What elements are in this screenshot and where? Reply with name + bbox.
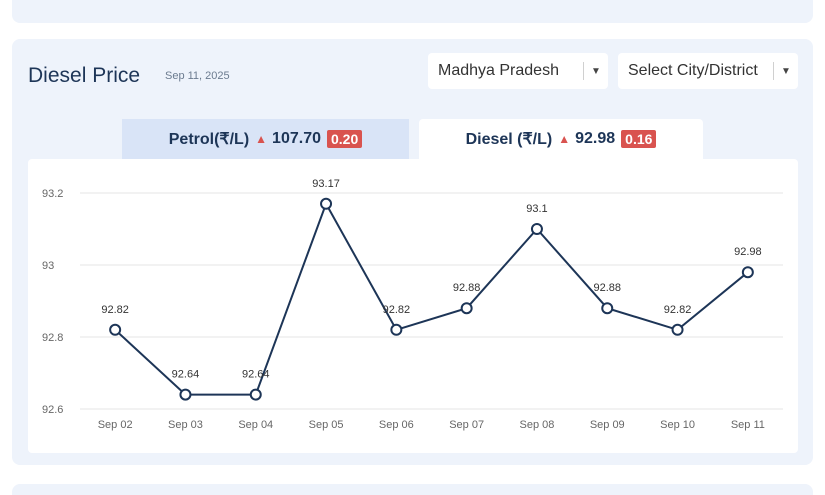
y-tick-label: 93.2 (42, 188, 63, 200)
data-point[interactable] (741, 266, 754, 279)
chevron-down-icon[interactable]: ▼ (591, 65, 601, 77)
next-card (12, 484, 813, 495)
data-point[interactable] (249, 388, 262, 401)
select-divider (773, 62, 774, 80)
y-tick-label: 93 (42, 260, 54, 272)
price-chart-container: 92.6 92.8 93 93.2 Sep 02 Sep 03 Sep 04 Sep 05 Se… (28, 159, 798, 453)
data-point[interactable] (179, 388, 192, 401)
x-tick-label: Sep 07 (449, 419, 484, 431)
tab-diesel-change-badge: 0.16 (621, 130, 657, 148)
data-point[interactable] (671, 323, 684, 336)
tab-petrol[interactable]: Petrol(₹/L) ▲ 107.70 0.20 (122, 119, 409, 159)
select-divider (583, 62, 584, 80)
y-tick-label: 92.6 (42, 404, 63, 416)
data-point[interactable] (460, 302, 473, 315)
x-tick-label: Sep 10 (660, 419, 695, 431)
page-title: Diesel Price (28, 64, 141, 87)
tab-diesel-price: 92.98 (575, 130, 616, 147)
data-point[interactable] (320, 197, 333, 210)
data-label: 92.82 (101, 304, 129, 316)
city-select-value: Select City/District (628, 62, 758, 79)
data-label: 92.64 (242, 369, 270, 381)
state-select[interactable]: Madhya Pradesh ▼ (428, 53, 608, 89)
x-tick-label: Sep 08 (520, 419, 555, 431)
data-label: 92.88 (593, 282, 621, 294)
data-label: 92.82 (383, 304, 411, 316)
data-label: 93.1 (526, 203, 547, 215)
y-tick-label: 92.8 (42, 332, 63, 344)
price-date: Sep 11, 2025 (165, 70, 230, 82)
tab-diesel[interactable]: Diesel (₹/L) ▲ 92.98 0.16 (419, 119, 703, 159)
series-line (114, 201, 749, 396)
data-point[interactable] (530, 223, 543, 235)
chevron-down-icon[interactable]: ▼ (781, 65, 791, 77)
x-tick-label: Sep 04 (238, 419, 273, 431)
data-point[interactable] (109, 323, 122, 336)
tab-diesel-label: Diesel (₹/L) (465, 131, 553, 148)
data-label: 92.98 (734, 246, 762, 258)
x-tick-label: Sep 03 (168, 419, 203, 431)
data-point[interactable] (390, 323, 403, 336)
x-tick-label: Sep 05 (309, 419, 344, 431)
tab-petrol-label: Petrol(₹/L) (168, 131, 250, 148)
state-select-value: Madhya Pradesh (438, 62, 559, 79)
x-tick-label: Sep 11 (731, 419, 765, 431)
tab-petrol-change-badge: 0.20 (326, 130, 363, 148)
city-select[interactable]: Select City/District ▼ (618, 53, 798, 89)
x-tick-label: Sep 09 (590, 419, 625, 431)
x-tick-label: Sep 06 (379, 419, 414, 431)
data-label: 92.82 (664, 304, 692, 316)
price-line-chart: 92.6 92.8 93 93.2 Sep 02 Sep 03 Sep 04 Sep 05 Se… (42, 178, 783, 431)
data-point[interactable] (601, 302, 614, 315)
data-label: 92.88 (453, 282, 481, 294)
tab-petrol-price: 107.70 (272, 130, 321, 147)
up-arrow-icon: ▲ (558, 132, 571, 146)
up-arrow-icon: ▲ (255, 132, 268, 146)
data-label: 93.17 (312, 178, 340, 190)
data-label: 92.64 (172, 369, 200, 381)
diesel-price-card: Diesel Price Sep 11, 2025 Madhya Pradesh… (12, 39, 813, 465)
x-tick-label: Sep 02 (98, 419, 133, 431)
previous-card (12, 0, 813, 23)
